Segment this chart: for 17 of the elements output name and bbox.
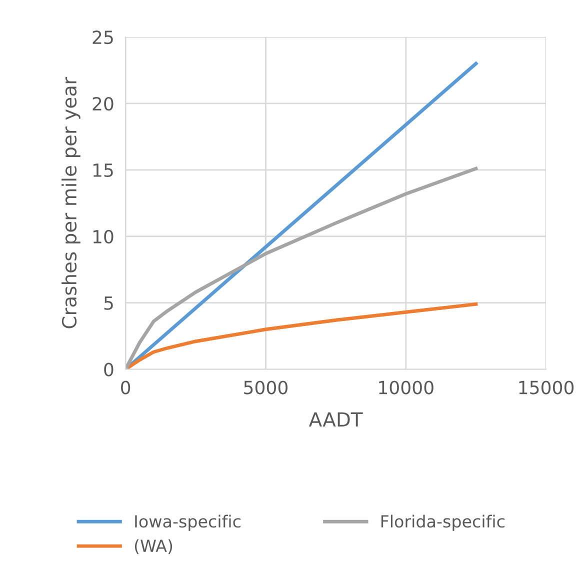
y-tick-label: 5 <box>104 296 113 310</box>
y-tick-label: 20 <box>92 96 114 111</box>
line-series <box>126 166 478 370</box>
y-tick-label: 0 <box>104 362 114 376</box>
y-axis-title: Crashes per mile per year <box>62 76 80 328</box>
y-tick-label: 10 <box>93 230 114 244</box>
legend-label: (WA) <box>134 539 172 554</box>
x-tick-label: 0 <box>121 380 130 394</box>
y-tick-label: 15 <box>93 164 113 178</box>
y-tick-label: 25 <box>92 30 113 44</box>
legend-label: Iowa-specific <box>135 514 240 531</box>
x-tick-label: 5000 <box>244 380 288 394</box>
x-tick-label: 10000 <box>379 380 434 394</box>
legend-label: Florida-specific <box>381 514 504 531</box>
x-tick-label: 15000 <box>519 380 574 394</box>
line-series <box>126 302 478 370</box>
x-axis-title: AADT <box>308 412 363 427</box>
